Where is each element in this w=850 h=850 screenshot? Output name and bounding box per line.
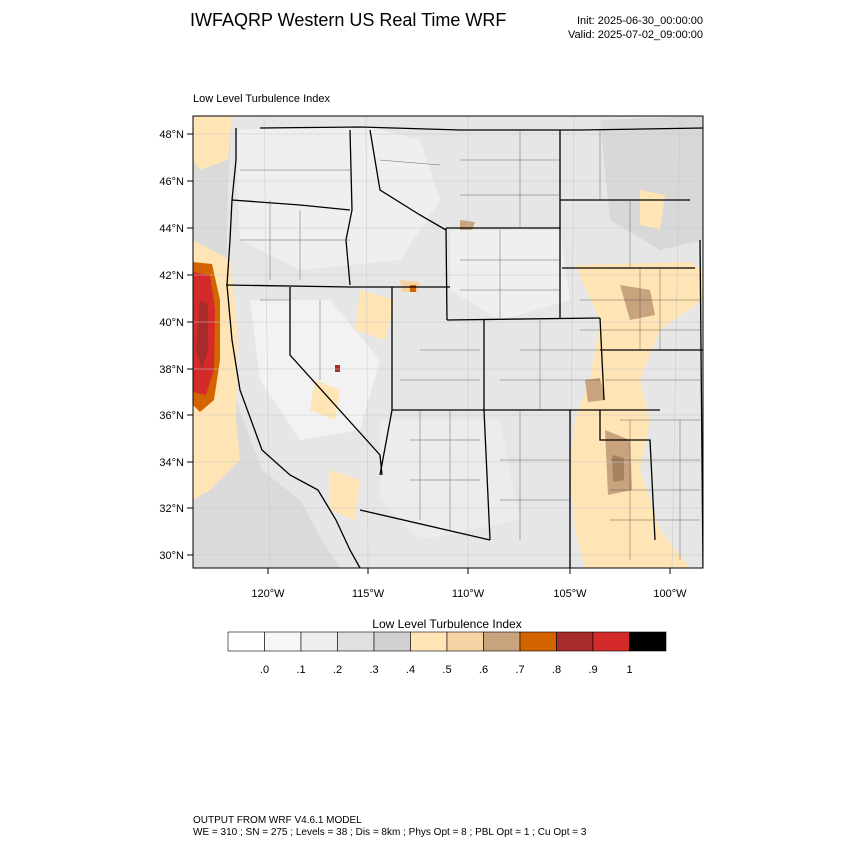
colorbar-swatch <box>373 631 411 652</box>
colorbar-swatch <box>592 631 630 652</box>
map-frame <box>192 115 704 569</box>
colorbar-swatch <box>629 631 667 652</box>
lat-labels: 48°N 46°N 44°N 42°N 40°N 38°N 36°N 34°N … <box>159 129 184 562</box>
lat-label: 40°N <box>159 317 184 329</box>
county-lines <box>240 130 700 560</box>
turbulence-field <box>193 116 703 568</box>
init-time: Init: 2025-06-30_00:00:00 <box>577 15 703 27</box>
lat-label: 34°N <box>159 457 184 469</box>
model-footer: OUTPUT FROM WRF V4.6.1 MODEL WE = 310 ; … <box>193 815 586 839</box>
lon-labels: 120°W 115°W 110°W 105°W 100°W <box>251 588 687 600</box>
lon-label: 105°W <box>553 588 587 600</box>
lat-label: 38°N <box>159 364 184 376</box>
colorbar-swatch <box>519 631 557 652</box>
colorbar-swatch <box>300 631 338 652</box>
lat-label: 30°N <box>159 550 184 562</box>
colorbar-swatch <box>446 631 484 652</box>
colorbar-swatch <box>337 631 375 652</box>
lon-ticks <box>267 568 671 574</box>
colorbar-tick-label: .5 <box>442 664 451 676</box>
footer-line: OUTPUT FROM WRF V4.6.1 MODEL <box>193 815 362 826</box>
lat-label: 42°N <box>159 270 184 282</box>
lon-label: 120°W <box>251 588 285 600</box>
colorbar-swatch <box>227 631 265 652</box>
colorbar-swatch <box>556 631 594 652</box>
footer-line: WE = 310 ; SN = 275 ; Levels = 38 ; Dis … <box>193 827 587 838</box>
colorbar-swatch <box>264 631 302 652</box>
colorbar-tick-label: .9 <box>588 664 597 676</box>
colorbar-tick-label: .8 <box>552 664 561 676</box>
lon-label: 110°W <box>452 588 485 600</box>
colorbar-tick-label: 1 <box>626 664 632 676</box>
valid-time: Valid: 2025-07-02_09:00:00 <box>568 29 703 41</box>
colorbar-tick-label: .3 <box>369 664 378 676</box>
colorbar-swatch <box>483 631 521 652</box>
lat-label: 48°N <box>159 129 184 141</box>
lat-ticks <box>187 133 193 556</box>
state-borders <box>225 126 703 568</box>
lat-label: 32°N <box>159 503 184 515</box>
graticule <box>193 116 703 568</box>
lat-label: 44°N <box>159 223 184 235</box>
lat-label: 36°N <box>159 410 184 422</box>
lat-label: 46°N <box>159 176 184 188</box>
colorbar-title: Low Level Turbulence Index <box>372 617 522 631</box>
colorbar-tick-label: .1 <box>296 664 305 676</box>
map-title: IWFAQRP Western US Real Time WRF <box>190 10 507 30</box>
colorbar-labels: .0 .1 .2 .3 .4 .5 .6 .7 .8 .9 1 <box>260 664 633 676</box>
init-valid-times: Init: 2025-06-30_00:00:00 Valid: 2025-07… <box>568 14 703 42</box>
colorbar-tick-label: .4 <box>406 664 415 676</box>
field-title: Low Level Turbulence Index <box>193 93 330 105</box>
lon-label: 100°W <box>653 588 687 600</box>
lon-label: 115°W <box>352 588 385 600</box>
colorbar-swatch <box>410 631 448 652</box>
colorbar-tick-label: .0 <box>260 664 269 676</box>
colorbar-tick-label: .2 <box>333 664 342 676</box>
colorbar-tick-label: .6 <box>479 664 488 676</box>
colorbar-tick-label: .7 <box>515 664 524 676</box>
colorbar <box>227 631 667 652</box>
